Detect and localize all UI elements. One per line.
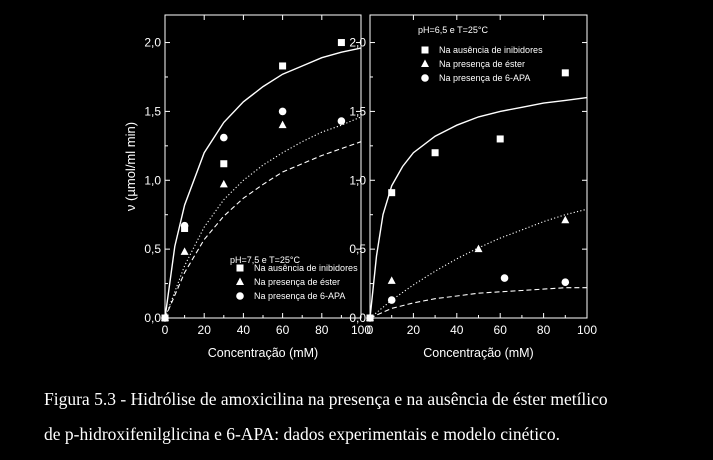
- legend-label: Na presença de éster: [439, 59, 525, 69]
- data-point-circle: [278, 107, 287, 116]
- x-tick-label: 0: [162, 323, 169, 337]
- data-point-triangle: [180, 247, 189, 255]
- model-curve-dotted: [369, 208, 588, 319]
- data-point-square: [561, 69, 569, 77]
- figure-caption: Figura 5.3 - Hidrólise de amoxicilina na…: [44, 382, 684, 452]
- data-point-square: [431, 149, 439, 157]
- model-curve-dotted: [164, 116, 362, 319]
- chart-panel-right: 0 20 40 60 80 1000,00,51,01,52,0Concentração …: [349, 14, 597, 360]
- x-axis-label: Concentração (mM): [208, 346, 318, 360]
- data-point-circle: [161, 314, 169, 322]
- model-curve-dashed: [164, 141, 362, 319]
- data-point-circle: [561, 278, 570, 286]
- legend-label: Na presença de 6-APA: [254, 291, 345, 301]
- data-point-circle: [180, 221, 189, 230]
- caption-line-1: Figura 5.3 - Hidrólise de amoxicilina na…: [44, 389, 608, 409]
- data-point-circle: [500, 274, 509, 282]
- legend-label: Na presença de 6-APA: [439, 73, 530, 83]
- y-tick-label: 1,0: [144, 173, 161, 187]
- y-tick-label: 2,0: [349, 36, 366, 50]
- data-point-circle: [337, 117, 346, 125]
- legend-marker-triangle: [421, 59, 429, 67]
- y-tick-label: 0,0: [144, 311, 161, 325]
- y-tick-label: 0,5: [144, 242, 161, 256]
- x-tick-label: 40: [237, 323, 251, 337]
- data-point-circle: [366, 314, 374, 322]
- caption-line-2: de p-hidroxifenilglicina e 6-APA: dados …: [44, 424, 560, 444]
- x-tick-label: 20: [407, 323, 421, 337]
- x-axis-label: Concentração (mM): [423, 346, 533, 360]
- data-point-square: [388, 189, 396, 197]
- x-tick-label: 80: [315, 323, 329, 337]
- data-point-triangle: [278, 120, 287, 129]
- model-curve-dashed: [369, 287, 587, 319]
- legend-label: Na ausência de inibidores: [439, 45, 543, 55]
- legend-marker-circle: [421, 74, 429, 82]
- legend-annotation: pH=7,5 e T=25°C: [230, 255, 300, 265]
- data-point-triangle: [219, 179, 228, 188]
- y-tick-label: 0,5: [349, 242, 366, 256]
- data-point-circle: [220, 133, 228, 142]
- legend-annotation: pH=6,5 e T=25°C: [418, 25, 488, 35]
- x-tick-label: 80: [537, 323, 551, 337]
- legend-marker-circle: [236, 292, 244, 300]
- data-point-square: [337, 39, 345, 47]
- y-tick-label: 1,5: [349, 104, 366, 118]
- y-axis-label: ν (µmol/ml min): [123, 122, 138, 211]
- y-tick-label: 1,5: [144, 104, 161, 118]
- data-point-square: [220, 160, 228, 168]
- legend-label: Na ausência de inibidores: [254, 263, 358, 273]
- legend-marker-square: [421, 46, 429, 54]
- x-tick-label: 100: [351, 323, 371, 337]
- x-tick-label: 60: [494, 323, 508, 337]
- legend-label: Na presença de éster: [254, 277, 340, 287]
- x-tick-label: 40: [450, 323, 464, 337]
- legend-marker-triangle: [236, 277, 244, 285]
- data-point-square: [279, 62, 287, 70]
- y-tick-label: 1,0: [349, 173, 366, 187]
- model-curve-solid: [164, 47, 362, 319]
- chart-panel-left: 0 20 40 60 80 1000,00,51,01,52,0Concentração …: [123, 14, 371, 360]
- y-tick-label: 0,0: [349, 311, 366, 325]
- data-point-circle: [387, 296, 396, 304]
- data-point-square: [496, 135, 504, 143]
- figure: 0 20 40 60 80 1000,00,51,01,52,0Concentração …: [123, 14, 597, 360]
- x-tick-label: 20: [198, 323, 212, 337]
- y-tick-label: 2,0: [144, 36, 161, 50]
- x-tick-label: 0: [367, 323, 374, 337]
- data-point-triangle: [474, 244, 483, 253]
- model-curve-solid: [369, 96, 588, 319]
- data-point-triangle: [387, 276, 396, 284]
- data-point-triangle: [561, 215, 570, 224]
- legend-marker-square: [236, 264, 244, 272]
- x-tick-label: 60: [276, 323, 290, 337]
- x-tick-label: 100: [577, 323, 597, 337]
